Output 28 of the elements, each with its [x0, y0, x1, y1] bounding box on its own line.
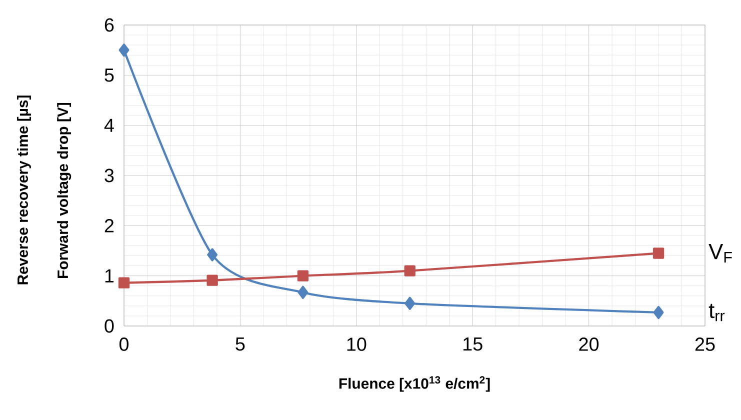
y-tick-label: 6: [104, 18, 114, 32]
x-tick-label: 5: [236, 338, 245, 351]
point: [118, 277, 130, 288]
y-tick-label: 2: [104, 219, 114, 232]
point: [404, 265, 416, 276]
x-tick-label: 10: [347, 338, 366, 351]
point: [297, 270, 309, 282]
point: [404, 296, 416, 310]
y-tick-label: 4: [104, 118, 114, 132]
point: [298, 286, 308, 299]
text: t$_{rr}$: [708, 304, 725, 322]
text: V$_{F}$: [708, 244, 732, 263]
text: Reverse recovery time [µs]: [17, 96, 31, 284]
x-tick-label: 0: [119, 338, 129, 351]
y-tick-label: 5: [104, 68, 114, 82]
point: [207, 248, 218, 262]
x-tick-label: 25: [695, 338, 715, 351]
x-axis-title: Fluence [x10$^{13}$ e/cm$^{2}$]: [339, 376, 490, 392]
x-tick-label: 20: [579, 338, 599, 351]
point: [653, 306, 664, 320]
y-axis-title: Forward voltage drop [V]: [57, 102, 72, 278]
point: [206, 274, 218, 286]
y-tick-label: 1: [105, 269, 114, 282]
point: [118, 44, 130, 57]
x-tick-label: 15: [464, 338, 482, 351]
point: [652, 248, 664, 259]
y-tick-label: 0: [104, 319, 114, 333]
y-tick-label: 3: [104, 168, 114, 182]
